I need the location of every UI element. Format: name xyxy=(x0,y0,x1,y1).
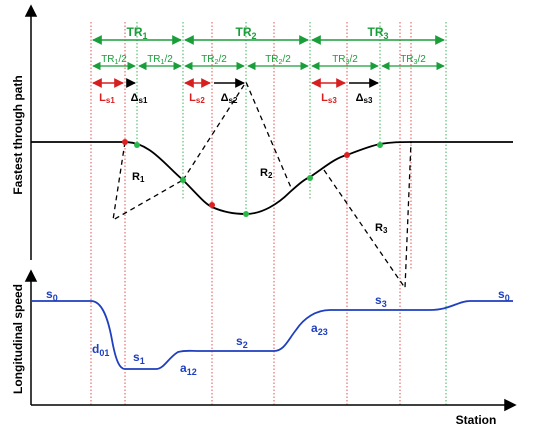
lower-axis xyxy=(24,269,517,412)
tr3-label: TR3 xyxy=(367,25,388,41)
r3-construction xyxy=(323,141,412,290)
speed-label-s0-left: s0 xyxy=(46,287,58,303)
ls3-label: Ls3 xyxy=(321,92,337,105)
ls1-label: Ls1 xyxy=(99,92,115,105)
tr2-half-b-label: TR2/2 xyxy=(265,54,291,66)
ds3-label: Δs3 xyxy=(356,92,373,105)
speed-label-s2: s2 xyxy=(236,334,248,350)
lower-y-axis-label: Longitudinal speed xyxy=(11,284,25,394)
tr3-half-b-label: TR3/2 xyxy=(400,54,426,66)
fastest-path-curve xyxy=(31,141,513,215)
green-point-4 xyxy=(307,175,313,181)
r1-label: R1 xyxy=(132,171,145,184)
red-guide-lines xyxy=(90,22,401,405)
red-point-1 xyxy=(122,139,128,145)
r2-label: R2 xyxy=(260,167,273,180)
red-point-3 xyxy=(344,152,350,158)
curve-points xyxy=(122,139,383,217)
x-axis-label: Station xyxy=(456,413,497,427)
green-point-2 xyxy=(180,177,186,183)
tr1-half-a-label: TR1/2 xyxy=(101,54,127,66)
ls2-label: Ls2 xyxy=(189,92,205,105)
r1-construction xyxy=(112,141,184,222)
tr2-half-a-label: TR2/2 xyxy=(201,54,227,66)
red-point-2 xyxy=(209,202,215,208)
speed-label-s0-right: s0 xyxy=(498,287,510,303)
green-point-5 xyxy=(377,142,383,148)
green-point-3 xyxy=(243,211,249,217)
speed-profile-curve xyxy=(31,300,513,370)
speed-label-s3: s3 xyxy=(375,293,387,309)
construction-lines xyxy=(112,80,412,290)
speed-label-a12: a12 xyxy=(180,361,197,377)
green-point-1 xyxy=(134,142,140,148)
upper-axis xyxy=(24,4,38,260)
tr1-half-b-label: TR1/2 xyxy=(147,54,173,66)
tr1-label: TR1 xyxy=(126,25,147,41)
ds1-label: Δs1 xyxy=(131,92,148,105)
upper-y-axis-label: Fastest through path xyxy=(11,75,25,194)
tr3-half-a-label: TR3/2 xyxy=(332,54,358,66)
tr2-label: TR2 xyxy=(235,25,256,41)
ds2-label: Δs2 xyxy=(221,92,238,105)
r3-label: R3 xyxy=(375,222,388,235)
green-guide-lines xyxy=(182,22,447,405)
speed-label-s1: s1 xyxy=(133,350,145,366)
r2-construction xyxy=(182,80,293,191)
speed-label-a23: a23 xyxy=(311,321,328,337)
speed-label-d01: d01 xyxy=(92,342,109,358)
